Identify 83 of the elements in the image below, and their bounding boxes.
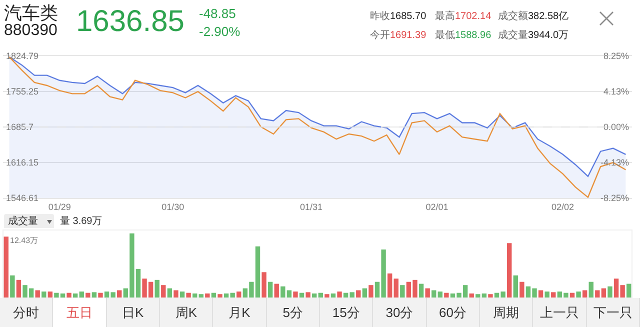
text: 周K — [160, 298, 214, 327]
text: 1588.96 — [455, 30, 492, 41]
bar — [35, 290, 40, 298]
text: 五日 — [53, 298, 107, 327]
text: -48.85 — [199, 6, 236, 21]
bar — [92, 292, 97, 298]
bar — [4, 236, 8, 298]
y-tick-label: 1616.15 — [6, 158, 39, 168]
text: 15分 — [320, 298, 374, 327]
chart-title: 汽车类 — [4, 3, 58, 23]
bar — [324, 294, 330, 298]
bar — [418, 284, 424, 298]
bar — [608, 286, 612, 298]
bar — [626, 284, 632, 298]
text: 1685.70 — [390, 11, 426, 22]
text: 昨收 — [370, 11, 390, 22]
text: 最低 — [435, 30, 455, 41]
text: 月K — [213, 298, 267, 327]
text: 成交量 — [4, 214, 54, 230]
y-tick-label: 1546.61 — [6, 193, 39, 204]
bar — [66, 292, 72, 298]
x-tick-label: 02/01 — [426, 202, 448, 212]
text: 1636.85 — [76, 5, 184, 39]
text: 最高 — [435, 11, 455, 22]
bar — [387, 273, 392, 298]
bar — [576, 292, 581, 298]
text: 周期 — [480, 298, 534, 327]
bar — [205, 293, 210, 298]
y2-tick-label: -8.25% — [600, 193, 629, 204]
y-tick-label: 1755.25 — [6, 86, 39, 97]
y-tick-label: 1824.79 — [6, 51, 39, 62]
text: 30分 — [373, 298, 427, 327]
text: 1702.14 — [455, 11, 492, 22]
bar — [544, 292, 550, 298]
x-tick-label: 01/31 — [300, 202, 322, 212]
bar — [337, 292, 342, 298]
y2-tick-label: 4.13% — [603, 86, 629, 97]
text: 5分 — [266, 298, 320, 327]
bar — [154, 280, 160, 298]
bar — [218, 294, 222, 298]
y2-tick-label: 8.25% — [603, 51, 629, 62]
bar — [161, 285, 166, 298]
x-tick-label: 02/02 — [552, 202, 574, 212]
bar — [400, 285, 405, 298]
text: 上一只 — [533, 298, 587, 327]
text: 1691.39 — [390, 30, 426, 41]
bar — [16, 280, 22, 298]
text: 下一只 — [586, 298, 640, 327]
chart-subtitle: 880390 — [4, 22, 58, 40]
y2-tick-label: -4.13% — [600, 158, 629, 168]
x-tick-label: 01/29 — [48, 202, 71, 212]
text: 60分 — [426, 298, 480, 327]
bar — [520, 282, 524, 298]
text: 今开 — [370, 30, 390, 41]
text: 量 3.69万 — [60, 215, 102, 229]
bar — [488, 294, 493, 298]
bar — [293, 292, 298, 298]
bar — [174, 290, 178, 298]
x-tick-label: 01/30 — [162, 202, 184, 212]
bar — [10, 275, 15, 298]
bar — [306, 292, 310, 298]
bar — [86, 292, 90, 298]
bar — [588, 282, 594, 298]
text: 日K — [106, 298, 160, 327]
text: 3944.0万 — [528, 30, 569, 41]
bar — [262, 272, 266, 298]
bar — [268, 282, 273, 298]
text: 382.58亿 — [528, 11, 569, 22]
bar — [551, 292, 556, 298]
annotation: 12.43万 — [10, 235, 38, 246]
bar — [394, 278, 398, 298]
text: 成交额 — [498, 11, 528, 22]
text: 分时 — [0, 298, 54, 327]
text: -2.90% — [199, 24, 240, 39]
bar — [368, 285, 374, 298]
text: 成交量 — [498, 30, 528, 41]
bar — [98, 292, 103, 298]
bar — [274, 284, 279, 298]
bar — [186, 292, 191, 298]
bar — [506, 243, 512, 298]
bar — [444, 292, 449, 298]
bar — [425, 288, 430, 298]
bar — [513, 275, 518, 298]
